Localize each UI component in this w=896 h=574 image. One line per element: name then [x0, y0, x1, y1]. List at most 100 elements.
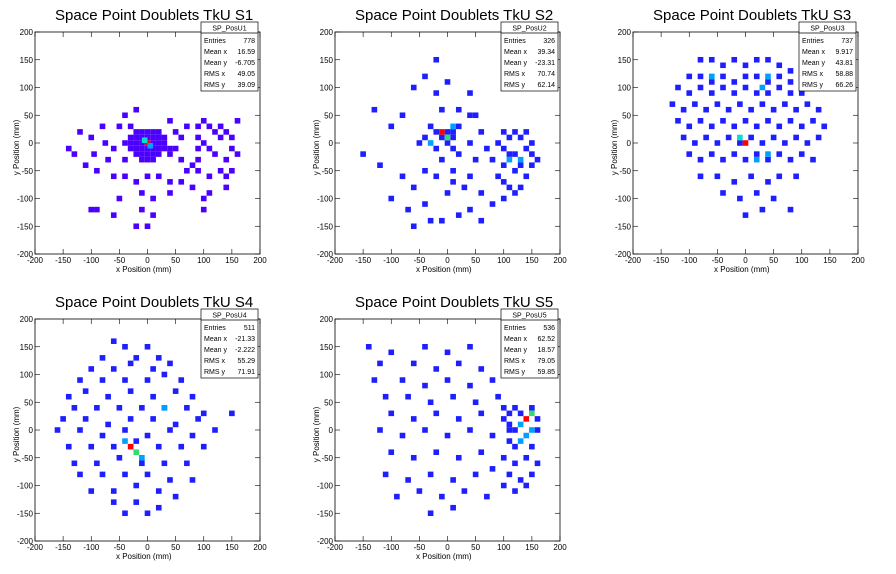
panel-title: Space Point Doublets TkU S4 — [55, 294, 253, 311]
bin — [692, 101, 698, 107]
bin — [495, 140, 501, 146]
bin — [172, 493, 179, 500]
bin — [172, 388, 179, 394]
x-tick-label: 200 — [851, 256, 865, 265]
bin — [708, 79, 715, 85]
bin — [506, 421, 513, 428]
bin — [500, 162, 507, 168]
bin — [686, 151, 693, 157]
bin — [71, 151, 78, 157]
x-tick-label: -100 — [83, 543, 100, 552]
bin — [731, 56, 738, 63]
stats-label: Entries — [802, 38, 824, 45]
bin — [377, 427, 383, 433]
bin — [467, 343, 473, 350]
bin — [787, 90, 794, 96]
stats-label: Entries — [504, 325, 526, 332]
bin — [472, 156, 479, 163]
bin — [110, 366, 117, 372]
bin — [478, 217, 485, 224]
bin — [88, 134, 95, 141]
bin — [88, 206, 95, 213]
bin — [455, 454, 462, 461]
bin — [472, 112, 479, 119]
stats-label: Mean x — [204, 336, 227, 343]
bin — [787, 206, 794, 213]
bin — [416, 488, 423, 494]
bin — [99, 355, 106, 361]
bin — [427, 510, 434, 517]
bin — [155, 443, 162, 450]
bin — [150, 212, 156, 218]
y-tick-label: 150 — [320, 343, 334, 352]
x-tick-label: -50 — [414, 543, 426, 552]
bin — [127, 145, 134, 152]
bin — [697, 173, 704, 180]
bin — [675, 84, 681, 91]
bin — [427, 217, 434, 224]
bin — [433, 129, 440, 135]
x-tick-label: 150 — [525, 543, 539, 552]
x-tick-label: 100 — [795, 256, 809, 265]
bin — [144, 432, 151, 439]
stats-box-name: SP_PosU5 — [512, 313, 546, 320]
y-tick-label: -100 — [615, 195, 632, 204]
bin — [178, 134, 185, 141]
bin — [776, 173, 783, 180]
panel-3: Space Point Doublets TkU S3-200 -150 -100-… — [610, 7, 865, 274]
bin — [405, 393, 411, 400]
bin — [410, 416, 417, 422]
bins — [360, 56, 541, 230]
x-tick-label: -150 — [55, 256, 72, 265]
bin-hot — [517, 421, 524, 428]
bin — [444, 377, 451, 383]
bin — [686, 123, 693, 130]
stats-label: RMS x — [204, 71, 226, 78]
bin — [798, 90, 805, 96]
bin — [748, 173, 754, 180]
stats-box-name: SP_PosU3 — [810, 26, 844, 33]
bin — [753, 151, 760, 157]
bin-hot — [753, 156, 760, 163]
x-tick-label: 50 — [769, 256, 778, 265]
bin — [770, 134, 777, 141]
axis-ticks: -200 -150 -100 -50 0 50 100 150 200 -200 -150 -100 -… — [615, 28, 865, 265]
bin — [94, 405, 100, 411]
stats-value: 536 — [543, 325, 555, 332]
bin — [529, 162, 535, 168]
bin — [439, 134, 445, 141]
bin — [71, 405, 78, 411]
bin — [189, 432, 196, 439]
stats-label: RMS x — [802, 71, 824, 78]
bin — [433, 173, 440, 180]
y-tick-label: -200 — [317, 250, 334, 259]
bin — [371, 377, 378, 383]
bin — [506, 184, 513, 191]
stats-value: 62.14 — [537, 82, 555, 89]
bin — [133, 106, 140, 113]
bin — [787, 118, 794, 124]
panel-title: Space Point Doublets TkU S1 — [55, 7, 253, 24]
x-tick-label: 200 — [553, 256, 567, 265]
bin — [217, 167, 224, 174]
bin — [127, 123, 134, 130]
bin — [105, 393, 111, 400]
bin — [495, 173, 501, 180]
bin — [500, 416, 507, 422]
x-tick-label: -50 — [114, 256, 126, 265]
bin — [534, 416, 541, 422]
bin — [686, 73, 693, 80]
x-tick-label: 150 — [225, 256, 239, 265]
bin — [455, 416, 462, 422]
bin — [821, 123, 828, 130]
bin — [720, 118, 726, 124]
bin — [815, 106, 822, 113]
bin — [223, 184, 230, 191]
bin — [178, 156, 185, 163]
bin — [489, 201, 496, 207]
y-axis-label: y Position (mm) — [312, 119, 321, 175]
bin — [731, 79, 738, 85]
bin — [133, 499, 140, 505]
bin — [500, 482, 507, 489]
stats-box-frame — [798, 21, 857, 92]
